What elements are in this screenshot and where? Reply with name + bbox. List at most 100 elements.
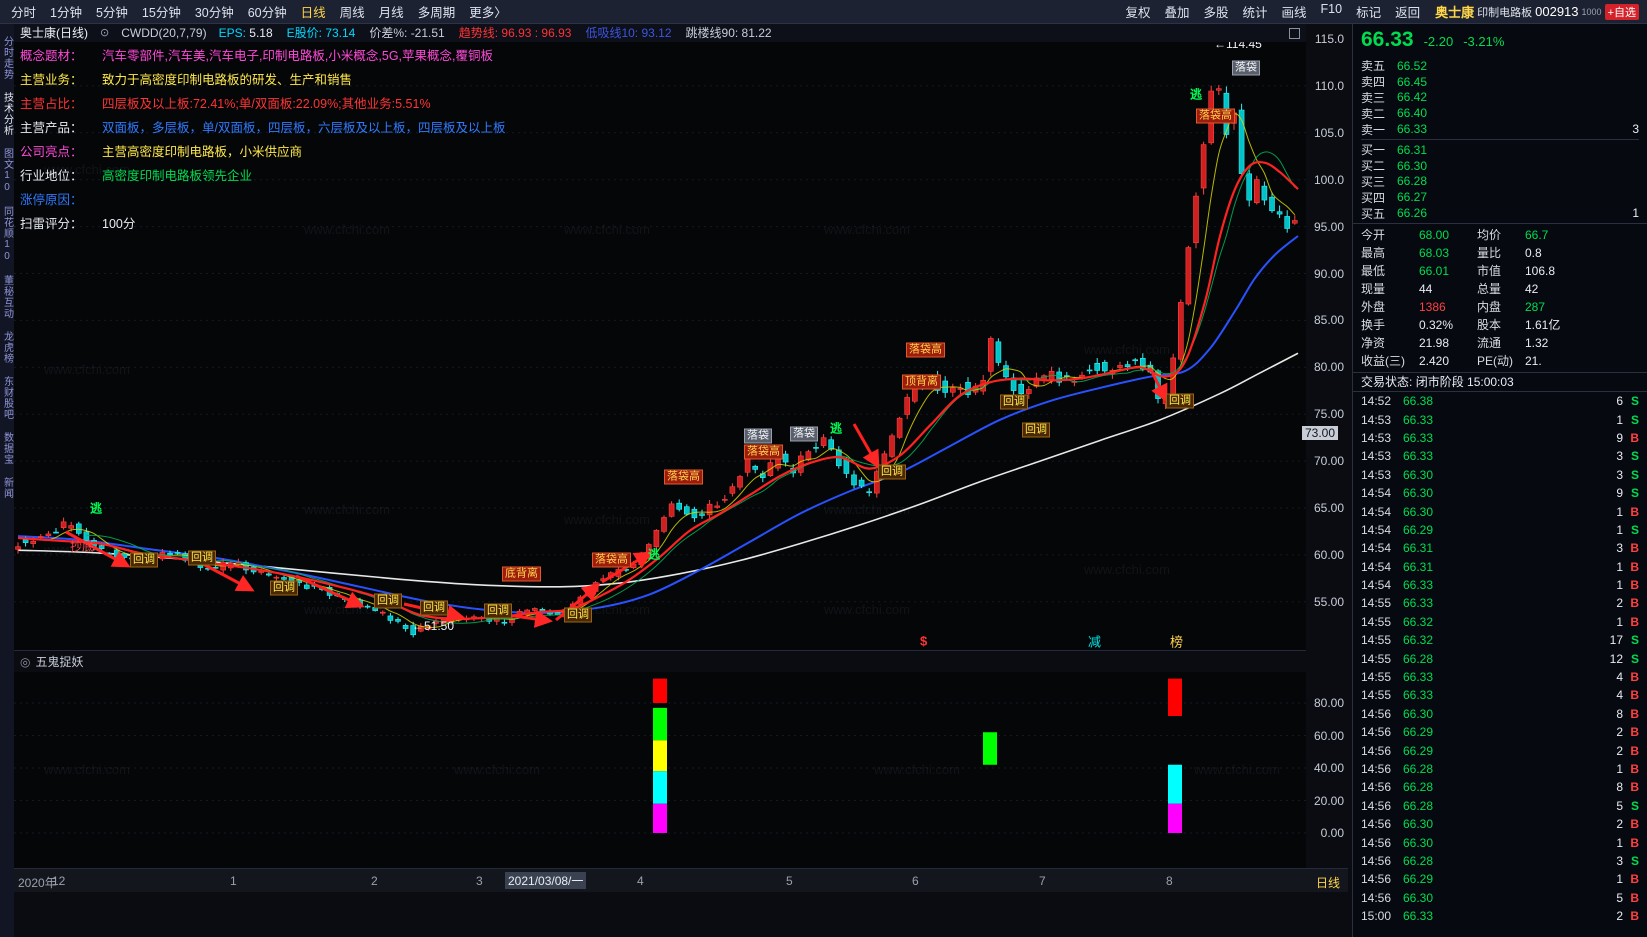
tick-row: 14:54 66.31 3 B bbox=[1353, 539, 1647, 557]
maximize-icon[interactable] bbox=[1289, 27, 1300, 39]
menu-item-叠加[interactable]: 叠加 bbox=[1164, 6, 1190, 20]
tick-side: B bbox=[1630, 670, 1639, 685]
sidebar-item-新闻[interactable]: 新闻 bbox=[1, 477, 13, 499]
tick-row: 14:55 66.28 12 S bbox=[1353, 649, 1647, 667]
action-menu: 复权 叠加 多股 统计 画线 F10 标记 返回 bbox=[1118, 2, 1427, 21]
main-candlestick-chart[interactable]: www.cfchi.com www.cfchi.com www.cfchi.com w… bbox=[14, 42, 1306, 650]
menu-item-返回[interactable]: 返回 bbox=[1395, 6, 1421, 20]
indicator-field-value: 5.18 bbox=[249, 26, 273, 40]
menu-item-1分钟[interactable]: 1分钟 bbox=[50, 6, 82, 20]
stat-label: 均价 bbox=[1477, 228, 1502, 243]
menu-item-统计[interactable]: 统计 bbox=[1242, 6, 1268, 20]
tick-volume: 3 bbox=[1616, 541, 1623, 556]
menu-item-标记[interactable]: 标记 bbox=[1356, 6, 1382, 20]
menu-item-月线[interactable]: 月线 bbox=[378, 6, 404, 20]
stat-row: 换手 0.32% 股本 1.61亿 bbox=[1361, 316, 1639, 334]
indicator-toggle-icon[interactable]: ⊙ bbox=[100, 27, 110, 39]
trading-status: 交易状态: 闭市阶段 15:00:03 bbox=[1353, 371, 1647, 392]
price-axis-label: 65.00 bbox=[1313, 501, 1344, 515]
order-book-level: 买四 bbox=[1361, 190, 1386, 205]
time-axis-label: 12 bbox=[52, 874, 66, 888]
menu-item-60分钟[interactable]: 60分钟 bbox=[247, 6, 287, 20]
tick-time: 14:54 bbox=[1361, 522, 1392, 537]
price-change-pct: -3.21% bbox=[1463, 34, 1505, 49]
period-label[interactable]: 日线 bbox=[1315, 876, 1340, 890]
trading-status-label: 交易状态: bbox=[1361, 375, 1413, 390]
order-book-row[interactable]: 卖一 66.33 3 bbox=[1361, 121, 1639, 137]
order-book-row[interactable]: 卖四 66.45 bbox=[1361, 74, 1639, 90]
menu-item-画线[interactable]: 画线 bbox=[1281, 6, 1307, 20]
stat-value: 44 bbox=[1419, 281, 1433, 296]
sidebar-item-图文10[interactable]: 图文10 bbox=[1, 148, 13, 194]
stat-value: 1386 bbox=[1419, 299, 1446, 314]
menu-item-周线[interactable]: 周线 bbox=[339, 6, 365, 20]
stat-label: 现量 bbox=[1361, 282, 1386, 297]
menu-item-复权[interactable]: 复权 bbox=[1125, 6, 1151, 20]
sidebar-item-分时走势[interactable]: 分时走势 bbox=[1, 36, 13, 80]
stat-value: 42 bbox=[1525, 281, 1539, 296]
stat-label: 流通 bbox=[1477, 336, 1502, 351]
stat-value: 68.00 bbox=[1419, 227, 1450, 242]
sidebar-item-董秘互动[interactable]: 董秘互动 bbox=[1, 275, 13, 319]
order-book-row[interactable]: 卖三 66.42 bbox=[1361, 90, 1639, 106]
menu-item-多周期[interactable]: 多周期 bbox=[417, 6, 456, 20]
tick-side: S bbox=[1630, 633, 1639, 648]
menu-item-日线[interactable]: 日线 bbox=[300, 6, 326, 20]
stat-value: 66.7 bbox=[1525, 227, 1549, 242]
sub-indicator-header: ◎ 五鬼捉妖 bbox=[14, 650, 1306, 672]
add-watchlist-button[interactable]: +自选 bbox=[1604, 3, 1639, 20]
sidebar-item-数据宝[interactable]: 数据宝 bbox=[1, 432, 13, 465]
time-axis-label: 2021/03/08/一 bbox=[505, 872, 587, 889]
indicator-field-value: -21.51 bbox=[410, 26, 445, 40]
menu-item-多股[interactable]: 多股 bbox=[1203, 6, 1229, 20]
sidebar-item-龙虎榜[interactable]: 龙虎榜 bbox=[1, 331, 13, 364]
menu-item-F10[interactable]: F10 bbox=[1320, 2, 1343, 16]
price-axis-label: 90.00 bbox=[1313, 266, 1344, 281]
tick-volume: 8 bbox=[1616, 780, 1623, 795]
price-axis-label: 115.0 bbox=[1314, 32, 1344, 46]
menu-item-15分钟[interactable]: 15分钟 bbox=[141, 6, 181, 20]
order-book-row[interactable]: 买三 66.28 bbox=[1361, 174, 1639, 190]
menu-item-更多〉[interactable]: 更多〉 bbox=[469, 6, 507, 20]
sidebar-item-技术分析[interactable]: 技术分析 bbox=[1, 92, 13, 136]
tick-volume: 1 bbox=[1616, 578, 1623, 593]
tick-side: B bbox=[1630, 430, 1639, 445]
order-book-level: 卖四 bbox=[1361, 75, 1386, 90]
menu-item-5分钟[interactable]: 5分钟 bbox=[95, 6, 128, 20]
tick-time: 14:56 bbox=[1361, 798, 1392, 813]
order-book-row[interactable]: 买一 66.31 bbox=[1361, 142, 1639, 158]
order-book-row[interactable]: 买五 66.26 1 bbox=[1361, 205, 1639, 221]
time-axis-label: 2 bbox=[371, 874, 378, 888]
stat-row: 收益(三) 2.420 PE(动) 21. bbox=[1361, 352, 1639, 370]
order-book-row[interactable]: 买二 66.30 bbox=[1361, 158, 1639, 174]
sidebar-item-同花顺10[interactable]: 同花顺10 bbox=[1, 206, 13, 263]
menu-item-30分钟[interactable]: 30分钟 bbox=[194, 6, 234, 20]
tick-row: 14:52 66.38 6 S bbox=[1353, 392, 1647, 410]
tick-price: 66.30 bbox=[1403, 817, 1434, 832]
stat-value: 287 bbox=[1525, 299, 1546, 314]
sub-indicator-name: 五鬼捉妖 bbox=[35, 655, 84, 669]
tick-time: 14:52 bbox=[1361, 394, 1392, 409]
tick-row: 15:00 66.33 2 B bbox=[1353, 907, 1647, 925]
stat-row: 净资 21.98 流通 1.32 bbox=[1361, 334, 1639, 352]
time-axis-label: 3 bbox=[476, 874, 483, 888]
tick-row: 14:54 66.29 1 S bbox=[1353, 521, 1647, 539]
order-book-row[interactable]: 买四 66.27 bbox=[1361, 189, 1639, 205]
sub-axis-label: 20.00 bbox=[1313, 793, 1344, 808]
indicator-collapse-icon[interactable]: ◎ bbox=[20, 654, 31, 669]
stat-value: 21.98 bbox=[1419, 335, 1450, 350]
period-menu: 分时 1分钟 5分钟 15分钟 30分钟 60分钟 日线 周线 月线 多周期 更多〉 bbox=[4, 2, 514, 21]
indicator-field-label: EPS: bbox=[218, 26, 250, 40]
order-book-row[interactable]: 卖二 66.40 bbox=[1361, 105, 1639, 121]
menu-item-分时[interactable]: 分时 bbox=[11, 6, 37, 20]
order-book-row[interactable]: 卖五 66.52 bbox=[1361, 58, 1639, 74]
tick-side: B bbox=[1630, 835, 1639, 850]
tick-time: 14:54 bbox=[1361, 559, 1392, 574]
tick-row: 14:55 66.33 2 B bbox=[1353, 594, 1647, 612]
sidebar-item-东财股吧[interactable]: 东财股吧 bbox=[1, 376, 13, 420]
sub-indicator-chart[interactable]: www.cfchi.com www.cfchi.com www.cfchi.com w… bbox=[14, 672, 1306, 868]
tick-row: 14:54 66.30 1 B bbox=[1353, 502, 1647, 520]
tick-price: 66.33 bbox=[1403, 670, 1434, 685]
tick-price: 66.28 bbox=[1403, 651, 1434, 666]
